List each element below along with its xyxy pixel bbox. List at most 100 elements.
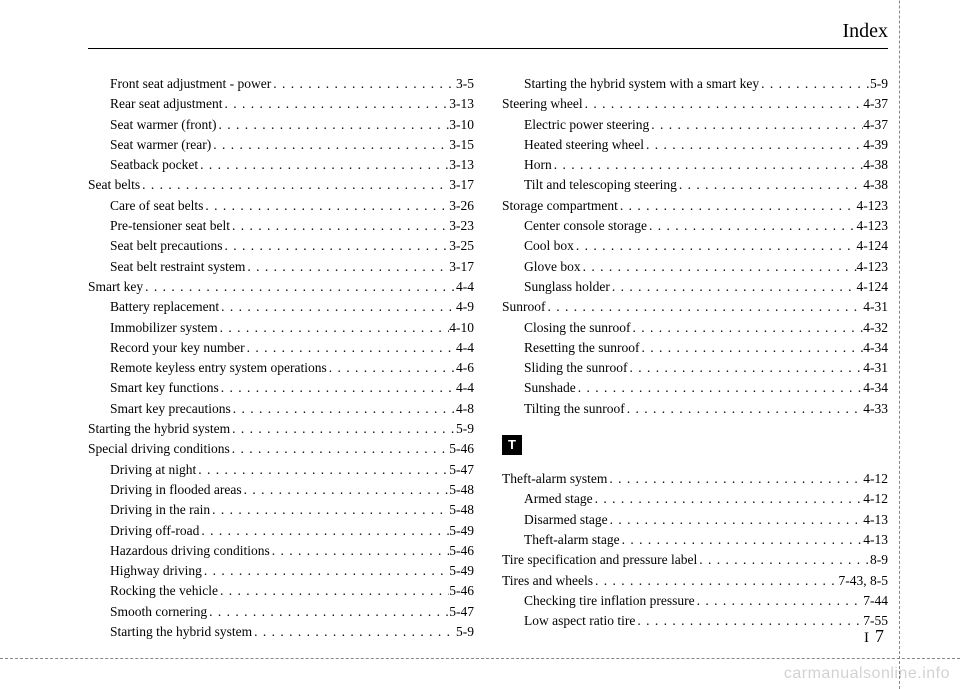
index-entry: Seat warmer (front) 3-10 [88, 115, 474, 135]
index-entry-label: Front seat adjustment - power [110, 74, 271, 94]
index-entry-page: 5-9 [870, 74, 888, 94]
index-entry: Rocking the vehicle 5-46 [88, 581, 474, 601]
index-entry: Seat belt restraint system 3-17 [88, 257, 474, 277]
index-entry-dots [196, 460, 449, 480]
index-entry-dots [593, 489, 864, 509]
index-entry: Record your key number 4-4 [88, 338, 474, 358]
header-title: Index [842, 20, 888, 43]
index-entry-page: 4-9 [456, 297, 474, 317]
index-entry-label: Theft-alarm stage [524, 530, 620, 550]
index-entry-dots [644, 135, 863, 155]
index-entry: Driving off-road 5-49 [88, 521, 474, 541]
index-entry-label: Sunglass holder [524, 277, 610, 297]
index-entry-label: Cool box [524, 236, 574, 256]
index-entry: Hazardous driving conditions 5-46 [88, 541, 474, 561]
index-entry-label: Steering wheel [502, 94, 583, 114]
index-entry-dots [607, 469, 863, 489]
index-entry-page: 7-44 [863, 591, 888, 611]
index-entry: Smart key 4-4 [88, 277, 474, 297]
index-entry-dots [218, 581, 449, 601]
index-entry-label: Storage compartment [502, 196, 618, 216]
index-entry: Sunglass holder 4-124 [502, 277, 888, 297]
index-entry-label: Seat belt precautions [110, 236, 222, 256]
index-entry-page: 5-47 [449, 602, 474, 622]
index-entry: Seatback pocket 3-13 [88, 155, 474, 175]
index-entry: Tilting the sunroof 4-33 [502, 399, 888, 419]
index-entry-label: Armed stage [524, 489, 593, 509]
index-entry: Armed stage 4-12 [502, 489, 888, 509]
index-entry-dots [608, 510, 864, 530]
index-entry-label: Starting the hybrid system [88, 419, 230, 439]
index-entry-dots [198, 155, 449, 175]
index-entry-page: 4-37 [863, 94, 888, 114]
index-entry-label: Sliding the sunroof [524, 358, 628, 378]
index-entry: Storage compartment 4-123 [502, 196, 888, 216]
index-entry-label: Driving at night [110, 460, 196, 480]
index-entry-label: Smart key functions [110, 378, 219, 398]
index-entry-page: 4-37 [863, 115, 888, 135]
index-entry-page: 4-6 [456, 358, 474, 378]
index-entry: Front seat adjustment - power 3-5 [88, 74, 474, 94]
index-entry-label: Seat warmer (rear) [110, 135, 211, 155]
index-entry: Special driving conditions 5-46 [88, 439, 474, 459]
index-entry-dots [231, 399, 456, 419]
crop-vertical [899, 0, 900, 689]
index-entry-dots [219, 297, 456, 317]
index-entry: Sliding the sunroof 4-31 [502, 358, 888, 378]
index-entry-page: 5-9 [456, 419, 474, 439]
index-entry-page: 5-49 [449, 521, 474, 541]
index-entry: Glove box 4-123 [502, 257, 888, 277]
index-entry: Electric power steering 4-37 [502, 115, 888, 135]
index-entry: Starting the hybrid system 5-9 [88, 419, 474, 439]
index-entry-page: 8-9 [870, 550, 888, 570]
index-entry-page: 5-9 [456, 622, 474, 642]
index-entry: Theft-alarm stage 4-13 [502, 530, 888, 550]
index-entry-label: Tires and wheels [502, 571, 593, 591]
index-entry-label: Remote keyless entry system operations [110, 358, 327, 378]
index-entry-dots [143, 277, 456, 297]
index-entry: Care of seat belts 3-26 [88, 196, 474, 216]
index-entry-dots [625, 399, 863, 419]
index-entry-page: 3-13 [449, 94, 474, 114]
index-entry: Tire specification and pressure label 8-… [502, 550, 888, 570]
index-entry-dots [759, 74, 870, 94]
index-entry-page: 4-32 [863, 318, 888, 338]
index-entry-page: 3-17 [449, 175, 474, 195]
index-entry-label: Seat belt restraint system [110, 257, 245, 277]
index-entry: Seat belts 3-17 [88, 175, 474, 195]
index-entry-label: Tilt and telescoping steering [524, 175, 677, 195]
index-entry-label: Battery replacement [110, 297, 219, 317]
index-entry-dots [202, 561, 449, 581]
index-entry-page: 3-5 [456, 74, 474, 94]
index-entry-label: Care of seat belts [110, 196, 203, 216]
index-entry-label: Driving in the rain [110, 500, 210, 520]
index-entry-page: 4-123 [857, 196, 889, 216]
index-entry-dots [207, 602, 449, 622]
index-entry-label: Sunshade [524, 378, 576, 398]
index-entry-page: 4-124 [857, 236, 889, 256]
index-entry-page: 3-13 [449, 155, 474, 175]
index-entry-dots [581, 257, 857, 277]
index-entry-dots [546, 297, 864, 317]
index-entry-dots [697, 550, 870, 570]
index-entry: Smart key functions 4-4 [88, 378, 474, 398]
index-entry: Driving at night 5-47 [88, 460, 474, 480]
index-entry-page: 4-4 [456, 277, 474, 297]
index-entry-page: 4-38 [863, 175, 888, 195]
index-entry-dots [574, 236, 857, 256]
index-entry-dots [270, 541, 450, 561]
index-entry-dots [230, 439, 450, 459]
section-letter-t: T [502, 435, 522, 455]
index-entry-dots [210, 500, 449, 520]
index-entry-page: 3-25 [449, 236, 474, 256]
index-entry-label: Electric power steering [524, 115, 649, 135]
index-entry-dots [230, 216, 449, 236]
index-entry-page: 4-38 [863, 155, 888, 175]
index-entry: Tilt and telescoping steering 4-38 [502, 175, 888, 195]
index-entry-label: Rear seat adjustment [110, 94, 222, 114]
index-entry-label: Hazardous driving conditions [110, 541, 270, 561]
index-entry-page: 4-31 [863, 358, 888, 378]
index-entry-label: Starting the hybrid system with a smart … [524, 74, 759, 94]
index-entry: Smooth cornering 5-47 [88, 602, 474, 622]
index-entry-label: Smart key [88, 277, 143, 297]
